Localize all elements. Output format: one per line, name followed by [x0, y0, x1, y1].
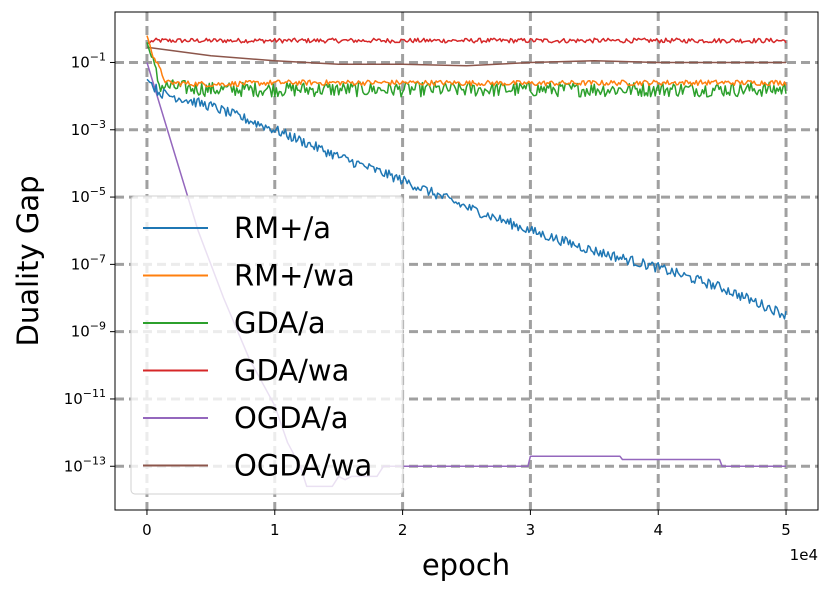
series-lines — [146, 35, 787, 488]
y-tick-label: 10−1 — [71, 50, 106, 71]
x-axis-label: epoch — [422, 548, 510, 582]
legend-label: RM+/wa — [234, 259, 355, 293]
y-axis-label: Duality Gap — [11, 176, 45, 347]
legend-box — [130, 195, 404, 495]
y-tick-label: 10−13 — [64, 454, 106, 475]
x-axis-offset-label: 1e4 — [790, 546, 818, 564]
plot-frame — [114, 11, 819, 511]
legend-label: OGDA/a — [234, 401, 349, 435]
legend-label: GDA/wa — [234, 354, 349, 388]
series-line — [146, 78, 787, 320]
x-tick-label: 4 — [653, 521, 663, 539]
y-tick-label: 10−5 — [71, 185, 106, 206]
legend-label: GDA/a — [234, 306, 326, 340]
series-line — [146, 42, 787, 98]
y-tick-label: 10−9 — [71, 320, 106, 341]
y-axis-ticks: 10−1 10−3 10−5 10−7 10−9 10−11 10−13 — [64, 50, 115, 475]
x-tick-label: 3 — [526, 521, 536, 539]
x-tick-label: 2 — [398, 521, 408, 539]
x-tick-label: 5 — [781, 521, 791, 539]
series-line — [146, 46, 786, 67]
legend-label: OGDA/wa — [234, 449, 372, 483]
legend: RM+/a RM+/wa GDA/a GDA/wa OGDA/a OGDA/wa — [130, 195, 404, 495]
series-line — [146, 35, 787, 88]
y-tick-label: 10−11 — [64, 387, 106, 408]
y-tick-label: 10−7 — [71, 252, 106, 273]
y-tick-label: 10−3 — [71, 118, 106, 139]
x-tick-label: 1 — [270, 521, 280, 539]
x-tick-label: 0 — [142, 521, 152, 539]
series-line — [146, 37, 787, 45]
legend-label: RM+/a — [234, 211, 331, 245]
x-axis-ticks: 0 1 2 3 4 5 — [142, 510, 791, 539]
